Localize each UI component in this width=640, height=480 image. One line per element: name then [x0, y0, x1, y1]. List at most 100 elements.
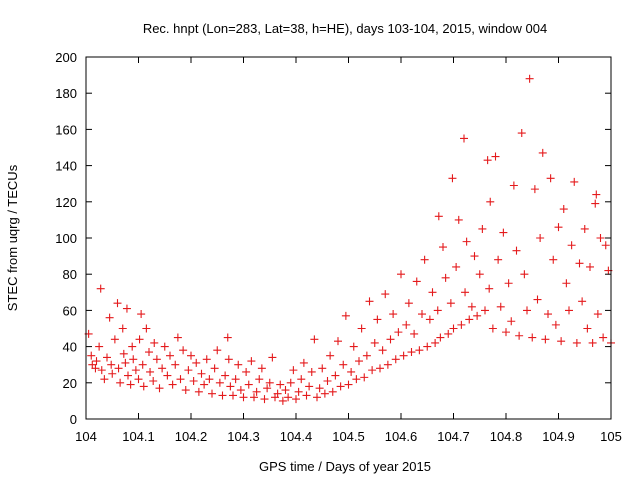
data-point: [454, 215, 463, 224]
data-point: [205, 375, 214, 384]
data-point: [494, 255, 503, 264]
data-point: [485, 284, 494, 293]
data-point: [105, 313, 114, 322]
data-point: [504, 279, 513, 288]
data-point: [586, 262, 594, 271]
data-point: [601, 241, 610, 250]
data-point: [108, 369, 117, 378]
data-point: [215, 378, 224, 387]
data-point: [96, 284, 105, 293]
x-tick-label: 104.5: [332, 429, 365, 444]
data-point: [252, 387, 261, 396]
data-point: [139, 382, 148, 391]
chart-title: Rec. hnpt (Lon=283, Lat=38, h=HE), days …: [143, 21, 547, 36]
data-point: [578, 297, 587, 306]
data-point: [131, 366, 140, 375]
data-point: [265, 378, 274, 387]
data-point: [320, 389, 329, 398]
data-point: [378, 346, 387, 355]
data-point: [462, 237, 471, 246]
data-point: [554, 223, 563, 232]
data-point: [135, 335, 144, 344]
data-point: [326, 351, 335, 360]
data-point: [281, 386, 290, 395]
x-tick-label: 104.9: [542, 429, 575, 444]
data-point: [236, 386, 245, 395]
data-point: [373, 315, 382, 324]
data-point: [146, 367, 155, 376]
data-point: [145, 348, 153, 357]
data-point: [507, 317, 516, 326]
data-point: [525, 74, 534, 83]
data-point: [184, 366, 193, 375]
y-tick-label: 120: [55, 195, 77, 210]
data-point: [194, 387, 203, 396]
data-point: [138, 360, 147, 369]
data-point: [461, 288, 470, 297]
data-point: [386, 335, 395, 344]
data-point: [362, 351, 371, 360]
data-point: [100, 375, 109, 384]
data-point: [544, 310, 552, 319]
data-point: [499, 228, 508, 237]
data-point: [376, 364, 384, 373]
data-point: [289, 366, 298, 375]
data-point: [171, 360, 180, 369]
data-point: [255, 375, 264, 384]
data-point: [87, 351, 96, 360]
data-point: [355, 357, 363, 366]
data-point: [562, 279, 571, 288]
data-point: [431, 338, 440, 347]
data-point: [436, 333, 445, 342]
data-point: [286, 378, 295, 387]
y-axis: 0 20 40 60 80 100 120 140 160 180 200: [55, 50, 611, 427]
data-point: [583, 324, 592, 333]
data-point: [119, 349, 128, 358]
data-point: [546, 174, 555, 183]
data-point: [528, 333, 537, 342]
x-tick-label: 104.7: [437, 429, 470, 444]
data-point: [210, 364, 219, 373]
data-point: [394, 328, 403, 337]
data-point: [423, 342, 432, 351]
data-point: [202, 355, 211, 364]
y-tick-label: 100: [55, 231, 77, 246]
data-point: [92, 357, 101, 366]
x-axis-label: GPS time / Days of year 2015: [259, 459, 431, 474]
data-point: [197, 369, 206, 378]
data-point: [113, 299, 122, 308]
data-point: [168, 380, 177, 389]
data-point: [433, 306, 442, 315]
data-point: [315, 384, 324, 393]
x-tick-label: 104.4: [280, 429, 313, 444]
data-point: [509, 181, 518, 190]
data-point: [389, 310, 398, 319]
data-point: [565, 306, 573, 315]
data-point: [588, 338, 597, 347]
data-point: [310, 335, 319, 344]
data-point: [126, 380, 135, 389]
y-axis-label: STEC from uqrg / TECUs: [5, 164, 20, 311]
data-point: [103, 353, 111, 362]
data-point: [128, 342, 137, 351]
data-point: [347, 367, 356, 376]
x-tick-label: 104.1: [122, 429, 155, 444]
data-point: [415, 346, 424, 355]
data-point: [231, 375, 240, 384]
data-point: [365, 297, 374, 306]
data-point: [142, 324, 151, 333]
data-point: [122, 304, 131, 313]
data-point: [460, 134, 468, 143]
data-point: [483, 156, 492, 165]
data-point: [344, 380, 353, 389]
data-point: [118, 324, 127, 333]
data-point: [95, 342, 104, 351]
data-point: [575, 259, 584, 268]
data-point: [557, 337, 566, 346]
data-point: [250, 393, 258, 402]
data-point: [596, 234, 605, 242]
data-point: [187, 351, 195, 360]
data-point: [549, 255, 558, 264]
data-point: [91, 364, 100, 373]
